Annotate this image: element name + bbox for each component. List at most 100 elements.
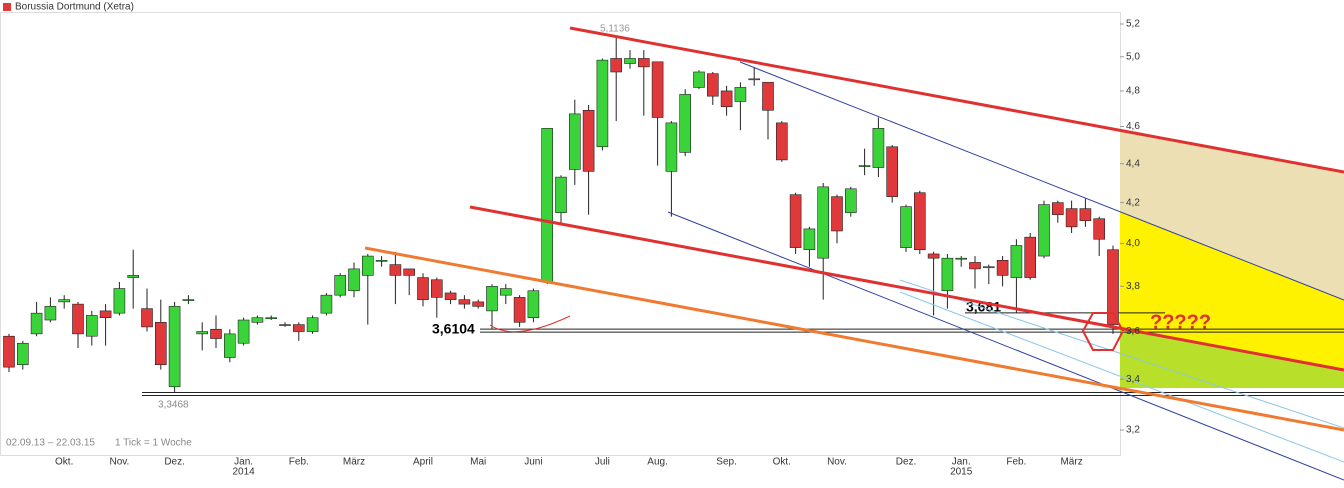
candle-up bbox=[375, 260, 388, 262]
candle-up bbox=[527, 290, 540, 319]
candle-up bbox=[734, 87, 747, 102]
trend-line bbox=[899, 279, 1344, 429]
candle-down bbox=[706, 73, 719, 97]
candle-up bbox=[127, 275, 139, 278]
candle-up bbox=[16, 342, 29, 366]
question-marks: ????? bbox=[1150, 311, 1211, 333]
candle-up bbox=[982, 266, 995, 269]
candle-up bbox=[499, 288, 512, 296]
candle-up bbox=[182, 299, 195, 301]
x-tick-label: Aug. bbox=[647, 457, 668, 468]
x-tick-label: April bbox=[413, 457, 433, 468]
candle-down bbox=[99, 310, 112, 319]
candle-down bbox=[155, 322, 167, 366]
candle-down bbox=[831, 196, 843, 232]
candle-down bbox=[513, 297, 526, 323]
candle-up bbox=[196, 331, 208, 335]
candle-up bbox=[748, 78, 761, 81]
trend-line bbox=[469, 205, 1344, 372]
y-tick-label: 4,8 bbox=[1126, 86, 1140, 97]
candle-down bbox=[582, 110, 595, 172]
candle-down bbox=[927, 253, 940, 259]
candle-up bbox=[941, 257, 954, 292]
candle-up bbox=[679, 94, 692, 153]
trend-line bbox=[739, 61, 1344, 301]
y-tick-label: 4,0 bbox=[1126, 238, 1140, 249]
y-tick-label: 3,6 bbox=[1126, 326, 1140, 337]
legend-swatch bbox=[3, 3, 11, 11]
candle-down bbox=[141, 308, 153, 328]
candle-down bbox=[789, 194, 802, 248]
candle-up bbox=[251, 317, 264, 323]
candle-down bbox=[3, 335, 15, 368]
y-tick-label: 3,8 bbox=[1126, 281, 1140, 292]
candle-up bbox=[568, 113, 581, 170]
candle-up bbox=[596, 59, 609, 148]
y-tick-label: 4,2 bbox=[1126, 197, 1140, 208]
x-tick-label: März bbox=[343, 457, 365, 468]
x-tick-label: März bbox=[1060, 457, 1082, 468]
candle-up bbox=[817, 186, 830, 259]
zone-yellow bbox=[1120, 212, 1344, 370]
y-tick-label: 5,2 bbox=[1126, 19, 1140, 30]
y-tick-label: 4,6 bbox=[1126, 121, 1140, 132]
trend-line bbox=[569, 26, 1344, 174]
y-tick-label: 5,0 bbox=[1126, 51, 1140, 62]
level-label: 3,6104 bbox=[432, 321, 475, 337]
candle-up bbox=[844, 188, 857, 213]
hexagon bbox=[1081, 312, 1125, 351]
candle-up bbox=[665, 122, 678, 172]
level-label: 5,1136 bbox=[600, 24, 630, 35]
level-label: 3,3468 bbox=[158, 400, 189, 411]
date-range: 02.09.13 – 22.03.15 bbox=[6, 438, 95, 449]
candle-down bbox=[430, 279, 443, 298]
arc bbox=[489, 315, 571, 333]
candle-up bbox=[1038, 204, 1050, 257]
candle-down bbox=[1052, 202, 1064, 215]
x-tick-label: Nov. bbox=[827, 457, 847, 468]
chart-title: Borussia Dortmund (Xetra) bbox=[15, 2, 134, 13]
candle-up bbox=[693, 71, 705, 88]
candle-down bbox=[292, 324, 305, 332]
x-tick-label: Sep. bbox=[716, 457, 737, 468]
candle-down bbox=[762, 81, 774, 111]
candle-down bbox=[637, 58, 650, 68]
candle-up bbox=[224, 333, 236, 358]
x-tick-label: Jan. bbox=[234, 457, 253, 468]
candle-down bbox=[72, 303, 84, 335]
candle-up bbox=[624, 58, 636, 64]
candle-up bbox=[306, 317, 319, 332]
candle-down bbox=[610, 58, 623, 73]
candle-up bbox=[955, 257, 968, 260]
candle-up bbox=[872, 128, 885, 168]
candle-up bbox=[858, 165, 871, 167]
trend-line bbox=[364, 246, 1344, 432]
candle-down bbox=[996, 260, 1009, 276]
x-tick-label: Jan. bbox=[952, 457, 971, 468]
candle-up bbox=[113, 288, 126, 314]
plot-area bbox=[0, 12, 1121, 456]
x-tick-label: Nov. bbox=[109, 457, 129, 468]
candle-down bbox=[403, 268, 416, 276]
candle-up bbox=[86, 315, 98, 337]
candle-down bbox=[1107, 249, 1119, 325]
candle-down bbox=[651, 61, 664, 118]
candle-down bbox=[444, 292, 457, 300]
x-tick-label: Dez. bbox=[896, 457, 917, 468]
candle-up bbox=[30, 312, 43, 335]
candle-up bbox=[334, 275, 347, 296]
candle-up bbox=[348, 268, 360, 292]
y-tick-label: 3,4 bbox=[1126, 374, 1140, 385]
x-tick-label: Dez. bbox=[164, 457, 185, 468]
candle-down bbox=[472, 301, 485, 307]
trend-line bbox=[667, 211, 1344, 481]
candle-up bbox=[803, 228, 816, 251]
candle-down bbox=[1065, 208, 1078, 228]
zone-tan bbox=[1120, 130, 1344, 300]
zone-green bbox=[1120, 328, 1344, 388]
year-label: 2015 bbox=[950, 467, 973, 478]
trend-line bbox=[899, 291, 1344, 463]
candle-down bbox=[1079, 208, 1092, 222]
candles bbox=[3, 37, 1119, 393]
